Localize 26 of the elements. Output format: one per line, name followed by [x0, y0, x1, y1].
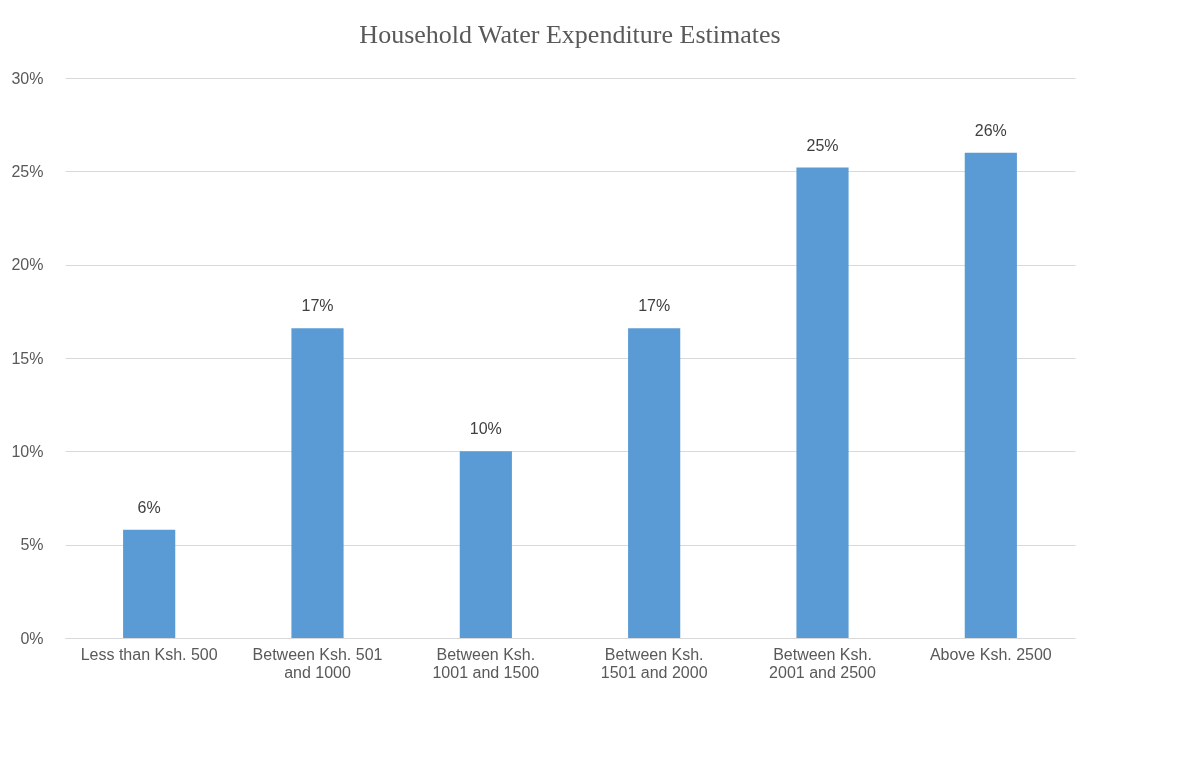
x-tick-label: Between Ksh. 501 and 1000 — [252, 645, 383, 681]
chart-title: Household Water Expenditure Estimates — [359, 20, 781, 49]
x-tick-label: Between Ksh. 2001 and 2500 — [769, 645, 876, 681]
y-tick-label: 30% — [11, 69, 44, 87]
data-label: 17% — [638, 297, 671, 315]
data-label: 17% — [301, 297, 334, 315]
y-tick-label: 15% — [11, 349, 44, 367]
bar — [964, 152, 1017, 638]
bar — [796, 167, 849, 638]
data-label: 26% — [974, 121, 1007, 139]
y-tick-label: 10% — [11, 442, 44, 460]
x-tick-label: Less than Ksh. 500 — [80, 645, 218, 663]
x-tick-label: Between Ksh. 1501 and 2000 — [600, 645, 708, 681]
bar — [628, 328, 681, 638]
data-label: 25% — [806, 136, 839, 154]
x-tick-label: Above Ksh. 2500 — [929, 645, 1052, 663]
bar — [123, 529, 176, 638]
bar — [459, 451, 512, 638]
data-label: 6% — [137, 498, 161, 516]
y-tick-label: 20% — [11, 256, 44, 274]
data-label: 10% — [469, 420, 502, 438]
bar — [291, 328, 344, 638]
x-tick-label: Between Ksh. 1001 and 1500 — [432, 645, 540, 681]
y-tick-label: 5% — [20, 536, 44, 554]
y-tick-label: 25% — [11, 162, 44, 180]
y-tick-label: 0% — [20, 629, 44, 647]
